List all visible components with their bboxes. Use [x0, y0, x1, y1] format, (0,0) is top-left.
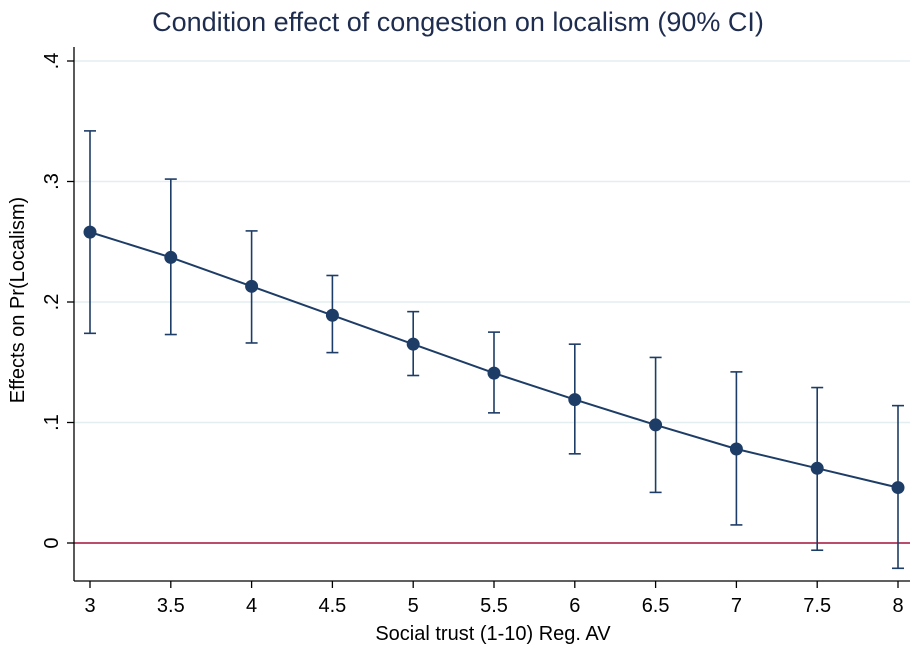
x-tick-label: 8	[892, 595, 903, 617]
data-point	[164, 250, 178, 264]
data-point	[406, 337, 420, 351]
x-tick-label: 6	[569, 595, 580, 617]
x-tick-label: 6.5	[642, 595, 670, 617]
data-point	[810, 461, 824, 475]
x-tick-label: 7	[731, 595, 742, 617]
data-point	[325, 308, 339, 322]
y-tick-label: 0	[41, 537, 63, 548]
y-axis-label: Effects on Pr(Localism)	[7, 197, 29, 403]
x-tick-label: 5	[408, 595, 419, 617]
x-axis-label: Social trust (1-10) Reg. AV	[375, 623, 611, 645]
y-tick-label: .1	[41, 414, 63, 431]
x-tick-label: 4	[246, 595, 257, 617]
x-tick-label: 3	[84, 595, 95, 617]
data-point	[649, 418, 663, 432]
y-tick-label: .4	[41, 53, 63, 70]
x-tick-label: 5.5	[480, 595, 508, 617]
x-ticks: 3 3.5 4 4.5 5 5.5 6 6.5 7 7.5 8	[84, 581, 904, 617]
y-tick-label: .3	[41, 173, 63, 190]
x-tick-label: 4.5	[318, 595, 346, 617]
x-tick-label: 3.5	[157, 595, 185, 617]
series	[83, 225, 905, 495]
data-point	[891, 481, 905, 495]
data-point	[568, 393, 582, 407]
axes	[73, 47, 910, 582]
data-point	[487, 366, 501, 380]
y-ticks: 0 .1 .2 .3 .4	[41, 53, 74, 549]
chart-title: Condition effect of congestion on locali…	[152, 7, 764, 37]
data-point	[245, 279, 259, 293]
data-point	[83, 225, 97, 239]
grid	[74, 60, 910, 424]
y-tick-label: .2	[41, 294, 63, 311]
data-point	[729, 442, 743, 456]
error-bars	[84, 130, 904, 570]
x-tick-label: 7.5	[803, 595, 831, 617]
